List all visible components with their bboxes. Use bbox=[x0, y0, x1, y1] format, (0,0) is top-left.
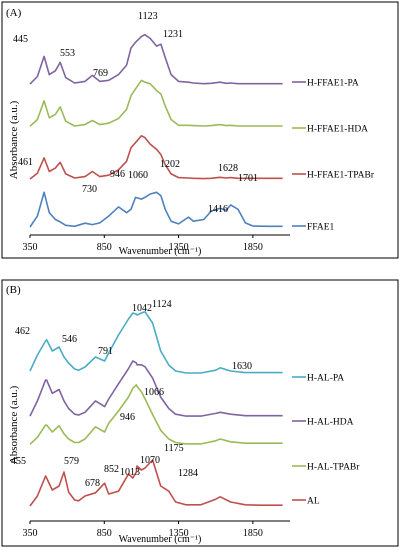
peak-annotation: 461 bbox=[18, 157, 33, 168]
legend-entry: H-FFAE1-PA bbox=[307, 79, 359, 89]
peak-annotation: 455 bbox=[11, 456, 26, 467]
peak-annotation: 1123 bbox=[138, 11, 158, 22]
x-tick-label: 850 bbox=[97, 242, 112, 253]
x-tick-label: 850 bbox=[97, 528, 112, 539]
peak-annotation: 1701 bbox=[238, 173, 258, 184]
panel-frame bbox=[1, 1, 399, 259]
peak-annotation: 546 bbox=[62, 334, 77, 345]
peak-annotation: 678 bbox=[85, 478, 100, 489]
panel-b: (B) Absorbance (a.u.) 350 850 1350 1850 Wavenu… bbox=[1, 279, 399, 547]
peak-annotation: 1231 bbox=[163, 29, 183, 40]
peak-annotation: 946 bbox=[110, 169, 125, 180]
series-line bbox=[29, 384, 283, 445]
x-tick-label: 1350 bbox=[169, 242, 189, 253]
legend-entry: H-AL-HDA bbox=[307, 418, 354, 428]
legend-entry: FFAE1 bbox=[307, 223, 335, 233]
x-tick-label: 1850 bbox=[243, 528, 263, 539]
peak-annotation: 1628 bbox=[218, 163, 238, 174]
x-tick-label: 350 bbox=[23, 242, 38, 253]
x-axis-label: Wavenumber (cm⁻¹) bbox=[119, 246, 202, 257]
peak-annotation: 462 bbox=[15, 326, 30, 337]
peak-annotation: 1284 bbox=[178, 468, 198, 479]
peak-annotation: 1416 bbox=[208, 204, 228, 215]
x-tick-label: 350 bbox=[23, 528, 38, 539]
legend-entry: H-AL-TPABr bbox=[307, 463, 360, 473]
x-tick-label: 1850 bbox=[243, 242, 263, 253]
series-line bbox=[29, 79, 283, 127]
peak-annotation: 730 bbox=[82, 184, 97, 195]
peak-annotation: 1060 bbox=[128, 170, 148, 181]
legend-entry: H-FFAE1-TPABr bbox=[307, 171, 375, 181]
x-tick-label: 1350 bbox=[169, 528, 189, 539]
y-axis-label: Absorbance (a.u.) bbox=[8, 385, 20, 464]
peak-annotation: 1066 bbox=[144, 387, 164, 398]
peak-annotation: 1042 bbox=[132, 303, 152, 314]
peak-annotation: 946 bbox=[120, 412, 135, 423]
legend-entry: H-AL-PA bbox=[307, 374, 344, 384]
panel-label: (A) bbox=[6, 7, 22, 19]
peak-annotation: 553 bbox=[60, 48, 75, 59]
peak-annotation: 1013 bbox=[120, 467, 140, 478]
peak-annotation: 1202 bbox=[160, 159, 180, 170]
series-line bbox=[29, 311, 283, 374]
peak-annotation: 791 bbox=[98, 346, 113, 357]
peak-annotation: 579 bbox=[64, 456, 79, 467]
panel-label: (B) bbox=[6, 284, 21, 296]
y-axis-label: Absorbance (a.u.) bbox=[8, 100, 20, 179]
peak-annotation: 1175 bbox=[164, 443, 184, 454]
peak-annotation: 1124 bbox=[152, 299, 172, 310]
peak-annotation: 1070 bbox=[140, 455, 160, 466]
series-line bbox=[29, 135, 283, 180]
peak-annotation: 1630 bbox=[232, 361, 252, 372]
series-line bbox=[29, 33, 283, 85]
series-line bbox=[29, 191, 283, 228]
series-line bbox=[29, 459, 283, 507]
panel-frame bbox=[1, 279, 399, 547]
series-line bbox=[29, 360, 283, 417]
peak-annotation: 445 bbox=[13, 34, 28, 45]
x-axis-label: Wavenumber (cm⁻¹) bbox=[119, 534, 202, 545]
peak-annotation: 852 bbox=[104, 464, 119, 475]
panel-a: (A) Absorbance (a.u.) 350 850 1350 1850 Wavenu… bbox=[1, 1, 399, 259]
legend-entry: AL bbox=[307, 497, 320, 507]
peak-annotation: 769 bbox=[93, 68, 108, 79]
legend-entry: H-FFAE1-HDA bbox=[307, 125, 368, 135]
